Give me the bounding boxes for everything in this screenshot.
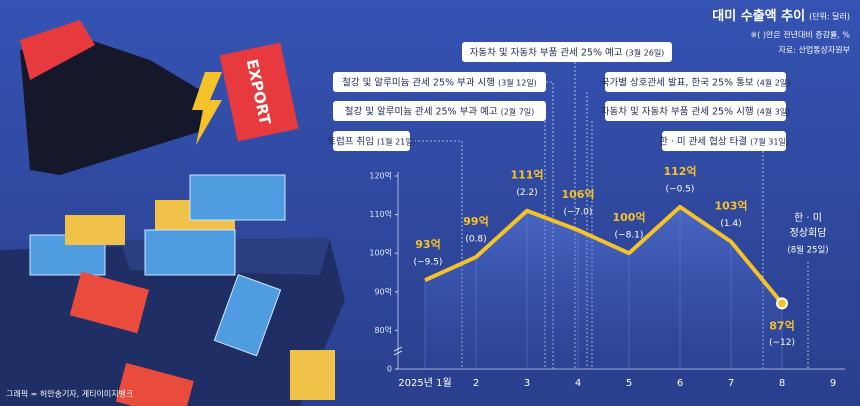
annotation-box [333, 131, 410, 151]
annotation-text: 철강 및 알루미늄 관세 25% 부과 시행 (3월 12일) [342, 76, 537, 88]
change-label: (−7.0) [564, 208, 593, 218]
event-text: 한 · 미 [794, 212, 822, 224]
annotation-box [333, 72, 546, 92]
line-area [425, 206, 782, 369]
x-tick-label: 7 [728, 378, 734, 389]
annotation-date: (2월 7일) [501, 106, 535, 116]
annotation-label: 국가별 상호관세 발표, 한국 25% 통보 [601, 77, 754, 88]
annotation-text: 국가별 상호관세 발표, 한국 25% 통보 (4월 2일) [601, 77, 791, 88]
annotation-label: 트럼프 취임 [327, 135, 374, 147]
change-label: (2.2) [516, 188, 537, 198]
change-label: (−0.5) [666, 184, 695, 194]
y-tick-label: 120억 [369, 171, 392, 181]
annotation-label: 자동차 및 자동차 부품 관세 25% 예고 [470, 46, 623, 58]
unit: (단위: 달러) [809, 11, 850, 21]
value-label: 93억 [415, 238, 440, 251]
annotation-text: 트럼프 취임 (1월 21일) [327, 135, 416, 147]
annotation-box [605, 72, 786, 92]
annotation-text: 한 · 미 관세 협상 타결 (7월 31일) [659, 135, 789, 147]
end-marker [776, 297, 788, 310]
note: ※( )안은 전년대비 증감률, % [750, 30, 850, 40]
value-label: 87억 [769, 319, 794, 332]
annotation-date: (4월 2일) [757, 77, 791, 87]
x-tick-label: 2 [473, 378, 479, 389]
y-tick-label: 100억 [369, 248, 392, 258]
data-line [424, 204, 784, 305]
annotation-text: 자동차 및 자동차 부품 관세 25% 시행 (4월 3일) [601, 105, 791, 117]
change-label: (−8.1) [615, 231, 644, 241]
change-label: (0.8) [465, 235, 486, 245]
x-tick-label: 8 [779, 378, 785, 389]
x-tick-label: 4 [575, 378, 581, 389]
y-tick-label: 110억 [369, 209, 392, 219]
annotation-date: (1월 21일) [377, 136, 416, 146]
change-label: (−12) [769, 338, 795, 348]
chart-title: 대미 수출액 추이 (단위: 달러) [712, 8, 850, 24]
annotation-label: 자동차 및 자동차 부품 관세 25% 시행 [601, 105, 754, 117]
change-label: (1.4) [720, 219, 741, 229]
annotation-box [662, 131, 786, 151]
annotation-text: 자동차 및 자동차 부품 관세 25% 예고 (3월 26일) [470, 46, 665, 58]
y-tick-label: 80억 [374, 325, 392, 335]
annotation-date: (7월 31일) [750, 136, 789, 146]
annotation-box [462, 42, 672, 62]
annotation-text: 철강 및 알루미늄 관세 25% 부과 예고 (2월 7일) [345, 105, 535, 117]
source: 자료: 산업통상자원부 [779, 45, 850, 55]
x-tick-label: 3 [524, 378, 530, 389]
value-label: 99억 [463, 215, 488, 228]
axis-break [393, 346, 403, 356]
annotation-box [333, 101, 546, 121]
annotation-date: (3월 12일) [498, 77, 537, 87]
annotation-label: 철강 및 알루미늄 관세 25% 부과 예고 [345, 105, 498, 117]
credit: 그래픽 = 허안송기자, 게티이미지뱅크 [6, 389, 133, 399]
value-label: 100억 [612, 211, 645, 224]
value-label: 112억 [663, 165, 696, 178]
y-tick-label: 90억 [374, 286, 392, 296]
x-tick-label: 2025년 1월 [398, 377, 451, 389]
x-tick-label: 5 [626, 378, 632, 389]
event-date: (8월 25일) [787, 245, 828, 256]
change-label: (−9.5) [414, 258, 443, 268]
x-tick-label: 6 [677, 378, 683, 389]
annotation-date: (4월 3일) [757, 106, 791, 116]
title: 대미 수출액 추이 [712, 8, 805, 24]
value-label: 106억 [561, 188, 594, 201]
illustration: EXPORT [0, 20, 345, 406]
event-text: 정상회담 [790, 227, 827, 239]
annotation-box [605, 101, 786, 121]
annotation-label: 철강 및 알루미늄 관세 25% 부과 시행 [342, 76, 495, 88]
annotation-date: (3월 26일) [626, 47, 665, 57]
x-tick-label: 9 [830, 378, 836, 389]
y-tick-label: 0 [387, 365, 392, 374]
value-label: 111억 [510, 169, 543, 182]
annotation-label: 한 · 미 관세 협상 타결 [659, 135, 747, 147]
value-label: 103억 [714, 200, 747, 213]
